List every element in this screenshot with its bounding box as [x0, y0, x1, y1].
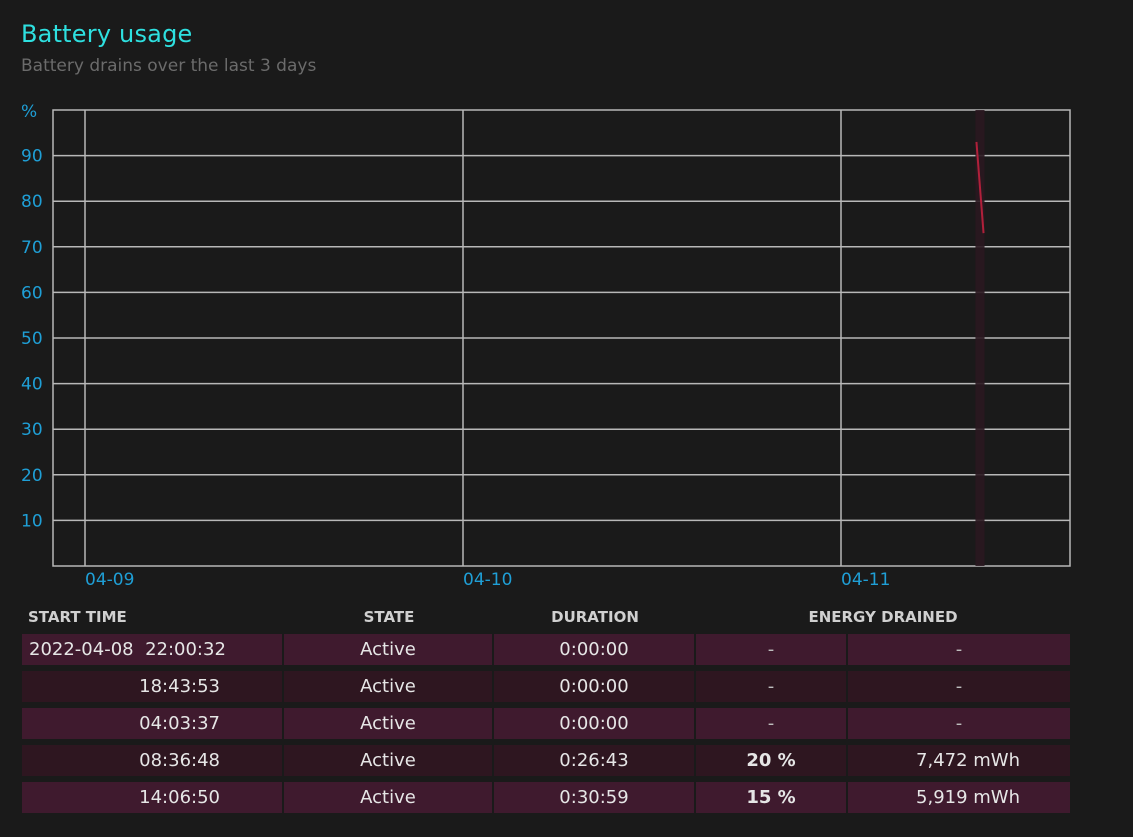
header-duration: DURATION	[551, 608, 639, 626]
header-state: STATE	[363, 608, 415, 626]
header-energy-drained: ENERGY DRAINED	[808, 608, 958, 626]
chart-y-tick-label: 40	[21, 375, 43, 395]
chart-x-tick-label: 04-11	[841, 570, 890, 590]
battery-usage-table: START TIME STATE DURATION ENERGY DRAINED…	[22, 600, 1071, 819]
cell-energy: -	[848, 708, 1071, 739]
battery-usage-table-wrap: START TIME STATE DURATION ENERGY DRAINED…	[22, 606, 1071, 819]
cell-duration: 0:26:43	[494, 745, 696, 776]
cell-duration: 0:00:00	[494, 708, 696, 739]
cell-percent: 20 %	[696, 745, 848, 776]
cell-time: 14:06:50	[139, 787, 220, 808]
table-row: 14:06:50 Active 0:30:59 15 % 5,919 mWh	[22, 782, 1071, 813]
table-row: 18:43:53 Active 0:00:00 - -	[22, 671, 1071, 702]
cell-start-time: 2022-04-08 22:00:32	[22, 634, 284, 665]
table-row: 04:03:37 Active 0:00:00 - -	[22, 708, 1071, 739]
cell-time: 08:36:48	[139, 750, 220, 771]
table-row: 08:36:48 Active 0:26:43 20 % 7,472 mWh	[22, 745, 1071, 776]
cell-percent: -	[696, 708, 848, 739]
chart-grid	[52, 109, 1071, 567]
cell-time: 18:43:53	[139, 676, 220, 697]
chart-x-tick-label: 04-09	[85, 570, 134, 590]
cell-time: 22:00:32	[145, 639, 226, 660]
chart-y-tick-label: 90	[21, 147, 43, 167]
chart-series	[975, 141, 985, 234]
cell-date: 2022-04-08	[29, 639, 134, 660]
table-header-row: START TIME STATE DURATION ENERGY DRAINED	[22, 606, 1070, 628]
battery-chart: 10 20 30 40 50 60 70 80 90 04-09 04-10 04-11 %	[21, 102, 1071, 590]
cell-percent: -	[696, 671, 848, 702]
cell-state: Active	[284, 782, 494, 813]
cell-start-time: 18:43:53	[22, 671, 284, 702]
cell-percent: -	[696, 634, 848, 665]
chart-y-tick-label: 80	[21, 192, 43, 212]
cell-state: Active	[284, 634, 494, 665]
chart-y-tick-label: 60	[21, 283, 43, 303]
cell-percent: 15 %	[696, 782, 848, 813]
chart-x-ticks: 04-09 04-10 04-11	[85, 570, 890, 590]
chart-y-tick-label: 20	[21, 466, 43, 486]
cell-duration: 0:00:00	[494, 634, 696, 665]
header-start-time: START TIME	[28, 608, 127, 626]
cell-duration: 0:30:59	[494, 782, 696, 813]
page-title: Battery usage	[21, 20, 193, 48]
chart-y-label: %	[21, 102, 37, 122]
cell-energy: 5,919 mWh	[848, 782, 1071, 813]
cell-energy: 7,472 mWh	[848, 745, 1071, 776]
chart-y-tick-label: 70	[21, 238, 43, 258]
chart-series-line	[975, 141, 985, 234]
cell-energy: -	[848, 671, 1071, 702]
cell-start-time: 14:06:50	[22, 782, 284, 813]
cell-start-time: 08:36:48	[22, 745, 284, 776]
table-row: 2022-04-08 22:00:32 Active 0:00:00 - -	[22, 634, 1071, 665]
cell-state: Active	[284, 708, 494, 739]
page-subtitle: Battery drains over the last 3 days	[21, 56, 317, 76]
chart-highlight-band	[975, 110, 985, 566]
cell-state: Active	[284, 671, 494, 702]
cell-energy: -	[848, 634, 1071, 665]
cell-time: 04:03:37	[139, 713, 220, 734]
cell-duration: 0:00:00	[494, 671, 696, 702]
chart-y-tick-label: 10	[21, 511, 43, 531]
cell-start-time: 04:03:37	[22, 708, 284, 739]
chart-y-ticks: 10 20 30 40 50 60 70 80 90	[21, 147, 43, 532]
chart-y-tick-label: 30	[21, 420, 43, 440]
chart-y-tick-label: 50	[21, 329, 43, 349]
chart-x-tick-label: 04-10	[463, 570, 512, 590]
chart-highlight-band-rect	[975, 110, 985, 566]
cell-state: Active	[284, 745, 494, 776]
